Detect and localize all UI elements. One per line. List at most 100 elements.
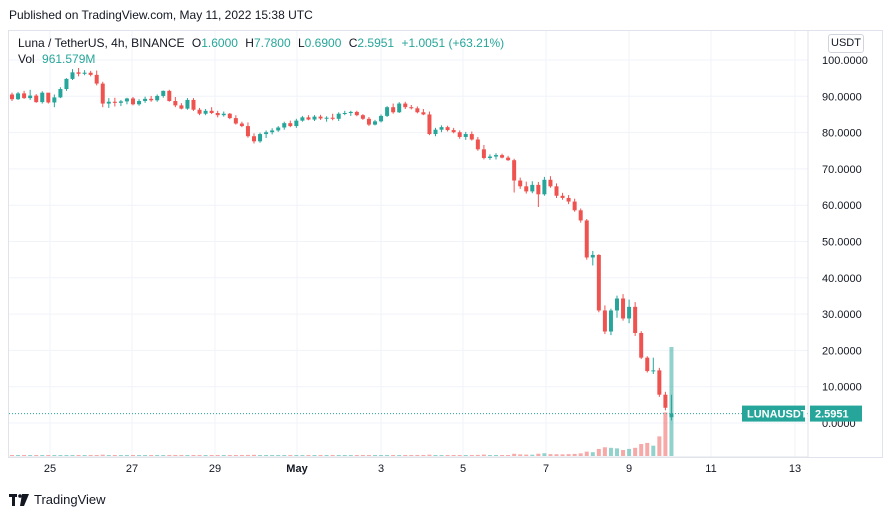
candle-body	[245, 126, 250, 137]
published-line: Published on TradingView.com, May 11, 20…	[9, 8, 313, 22]
volume-bar	[439, 455, 444, 456]
candle-body	[167, 90, 172, 102]
volume-bar	[221, 455, 226, 456]
volume-bar	[397, 455, 402, 456]
volume-bar	[445, 455, 450, 456]
candle-body	[82, 72, 87, 74]
volume-bar	[578, 453, 583, 456]
volume-bar	[373, 455, 377, 456]
candle-body	[360, 115, 365, 119]
candle-body	[451, 130, 456, 133]
volume-bar	[185, 455, 190, 456]
candle-body	[663, 394, 668, 408]
footer-brand-label: TradingView	[34, 492, 106, 507]
candle-body	[421, 112, 426, 115]
legend-vol-label: Vol	[18, 52, 35, 66]
volume-bar	[167, 455, 172, 456]
legend-high-label: H	[245, 36, 254, 50]
candle-body	[657, 370, 662, 395]
candle-body	[336, 113, 341, 119]
volume-bar	[500, 455, 505, 456]
candle-body	[645, 357, 650, 372]
volume-bar	[433, 455, 438, 456]
volume-bar	[40, 455, 45, 456]
volume-bar	[46, 455, 51, 456]
volume-bar	[28, 455, 33, 456]
x-tick-label: 7	[543, 463, 549, 475]
candle-body	[379, 115, 384, 122]
candle-body	[10, 94, 14, 100]
volume-bar	[318, 455, 323, 456]
candle-body	[94, 74, 99, 84]
volume-bar	[645, 442, 650, 456]
currency-button[interactable]: USDT	[828, 34, 864, 53]
candle-body	[124, 98, 129, 102]
candle-body	[173, 101, 178, 106]
y-tick-label: 90.0000	[822, 91, 862, 103]
candle-body	[118, 101, 123, 103]
candle-body	[366, 118, 371, 125]
x-tick-label: 9	[626, 463, 632, 475]
chart-legend: Luna / TetherUS, 4h, BINANCE O1.6000 H7.…	[18, 35, 504, 67]
candle-body	[221, 113, 226, 116]
volume-bar	[239, 455, 244, 456]
volume-bar	[409, 455, 414, 456]
x-tick-label: 11	[705, 463, 716, 475]
volume-bar	[342, 455, 347, 456]
volume-bar	[312, 455, 317, 456]
volume-bar	[475, 454, 480, 456]
candle-body	[209, 110, 214, 113]
price-tag-value-box	[810, 405, 862, 422]
candle-body	[106, 101, 111, 104]
price-tag-symbol: LUNAUSDT	[747, 409, 808, 421]
volume-bar	[58, 455, 63, 456]
candle-body	[58, 89, 63, 98]
candle-body	[282, 123, 287, 128]
footer-brand[interactable]: TradingView	[9, 492, 106, 507]
candle-body	[548, 179, 553, 187]
volume-bar	[596, 448, 601, 456]
candle-body	[312, 116, 317, 120]
volume-bar	[487, 455, 492, 456]
candle-body	[258, 134, 263, 142]
volume-bar	[306, 455, 311, 456]
volume-bar	[427, 454, 432, 456]
y-tick-label: 10.0000	[822, 382, 862, 394]
candle-body	[633, 306, 638, 333]
volume-bar	[391, 455, 396, 456]
volume-bar	[506, 455, 511, 456]
candle-body	[112, 101, 117, 103]
candle-body	[28, 95, 33, 99]
volume-bar	[354, 455, 359, 456]
volume-bar	[481, 454, 486, 456]
candle-body	[554, 186, 559, 196]
candle-body	[252, 136, 256, 142]
candle-body	[131, 98, 135, 105]
volume-bar	[584, 451, 589, 456]
volume-bar	[560, 454, 565, 456]
volume-bar	[88, 455, 93, 456]
candle-body	[52, 97, 57, 103]
candle-body	[185, 99, 190, 109]
volume-bar	[252, 454, 256, 456]
tradingview-logo-icon	[9, 493, 29, 506]
volume-bar	[94, 455, 99, 456]
candle-body	[445, 127, 450, 131]
candle-body	[203, 110, 208, 114]
volume-bar	[330, 455, 335, 456]
legend-close-label: C	[348, 36, 358, 50]
volume-bar	[512, 453, 517, 456]
x-tick-label: May	[286, 463, 308, 475]
volume-bar	[52, 455, 57, 456]
candle-body	[391, 107, 396, 113]
legend-open-label: O	[191, 36, 202, 50]
volume-bar	[548, 454, 553, 456]
candle-body	[100, 83, 105, 104]
volume-bar	[518, 454, 523, 456]
candle-body	[463, 134, 468, 137]
candle-body	[179, 105, 184, 109]
volume-bar	[336, 455, 341, 456]
candle-body	[373, 121, 377, 125]
candle-body	[215, 112, 220, 116]
